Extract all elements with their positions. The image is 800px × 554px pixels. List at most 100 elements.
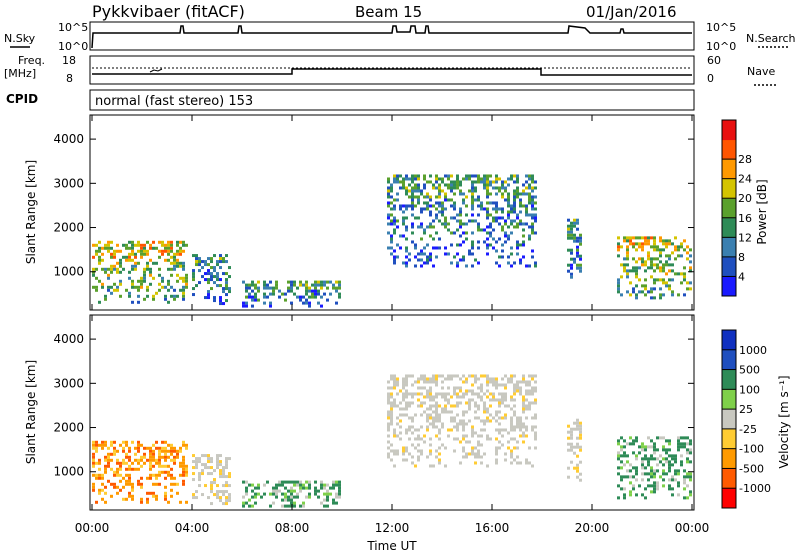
- data-cell: [257, 298, 260, 302]
- data-cell: [393, 207, 396, 211]
- data-cell: [210, 278, 213, 282]
- data-cell: [254, 286, 257, 290]
- data-cell: [617, 466, 620, 470]
- data-cell: [632, 487, 635, 491]
- data-cell: [387, 428, 390, 432]
- data-cell: [101, 252, 104, 256]
- data-cell: [665, 272, 668, 276]
- data-cell: [254, 495, 257, 499]
- data-cell: [198, 478, 201, 482]
- data-cell: [269, 304, 272, 308]
- data-cell: [522, 189, 525, 193]
- data-cell: [107, 461, 110, 465]
- data-cell: [644, 496, 647, 500]
- data-cell: [570, 224, 573, 228]
- data-cell: [513, 398, 516, 402]
- data-cell: [170, 467, 173, 471]
- data-cell: [152, 297, 155, 301]
- data-cell: [617, 439, 620, 443]
- data-cell: [408, 258, 411, 262]
- data-cell: [245, 486, 248, 490]
- data-cell: [468, 252, 471, 256]
- data-cell: [525, 204, 528, 208]
- data-cell: [269, 504, 272, 508]
- data-cell: [513, 225, 516, 229]
- data-cell: [531, 222, 534, 226]
- colorbar-tick-label: 24: [738, 173, 752, 186]
- data-cell: [155, 261, 158, 265]
- data-cell: [689, 493, 692, 497]
- data-cell: [152, 491, 155, 495]
- data-cell: [510, 422, 513, 426]
- data-cell: [638, 278, 641, 282]
- data-cell: [579, 263, 582, 267]
- data-cell: [438, 201, 441, 205]
- data-cell: [137, 458, 140, 462]
- data-cell: [438, 189, 441, 193]
- data-cell: [119, 261, 122, 265]
- data-cell: [444, 395, 447, 399]
- data-cell: [501, 207, 504, 211]
- data-cell: [411, 180, 414, 184]
- xtick-label: 20:00: [575, 521, 610, 535]
- data-cell: [429, 452, 432, 456]
- data-cell: [417, 201, 420, 205]
- data-cell: [149, 258, 152, 262]
- data-cell: [149, 461, 152, 465]
- data-cell: [474, 431, 477, 435]
- data-cell: [204, 278, 207, 282]
- data-cell: [423, 183, 426, 187]
- data-cell: [486, 216, 489, 220]
- data-cell: [131, 497, 134, 501]
- data-cell: [435, 201, 438, 205]
- data-cell: [528, 380, 531, 384]
- data-cell: [219, 296, 222, 300]
- data-cell: [417, 177, 420, 181]
- data-cell: [122, 440, 125, 444]
- data-cell: [326, 492, 329, 496]
- data-cell: [483, 428, 486, 432]
- data-cell: [272, 289, 275, 293]
- data-cell: [390, 186, 393, 190]
- data-cell: [501, 383, 504, 387]
- data-cell: [92, 255, 95, 259]
- data-cell: [113, 288, 116, 292]
- data-cell: [471, 174, 474, 178]
- data-cell: [426, 255, 429, 259]
- data-cell: [210, 287, 213, 291]
- data-cell: [408, 401, 411, 405]
- data-cell: [296, 495, 299, 499]
- data-cell: [140, 443, 143, 447]
- data-cell: [210, 257, 213, 261]
- data-cell: [483, 180, 486, 184]
- data-cell: [387, 434, 390, 438]
- data-cell: [396, 434, 399, 438]
- data-cell: [671, 278, 674, 282]
- data-cell: [477, 440, 480, 444]
- data-cell: [513, 458, 516, 462]
- data-cell: [305, 486, 308, 490]
- data-cell: [393, 452, 396, 456]
- data-cell: [441, 201, 444, 205]
- data-cell: [507, 446, 510, 450]
- cpid-panel: [89, 89, 695, 111]
- data-cell: [626, 248, 629, 252]
- data-cell: [650, 266, 653, 270]
- freq-panel: Freq. [MHz] 18 8 60 0 Nave: [4, 54, 778, 86]
- data-cell: [201, 493, 204, 497]
- data-cell: [459, 422, 462, 426]
- data-cell: [501, 416, 504, 420]
- data-cell: [411, 374, 414, 378]
- data-cell: [110, 482, 113, 486]
- data-cell: [450, 395, 453, 399]
- data-cell: [405, 264, 408, 268]
- data-cell: [653, 472, 656, 476]
- data-cell: [323, 292, 326, 296]
- data-cell: [477, 392, 480, 396]
- data-cell: [417, 458, 420, 462]
- data-cell: [207, 472, 210, 476]
- data-cell: [471, 180, 474, 184]
- data-cell: [507, 261, 510, 265]
- data-cell: [459, 389, 462, 393]
